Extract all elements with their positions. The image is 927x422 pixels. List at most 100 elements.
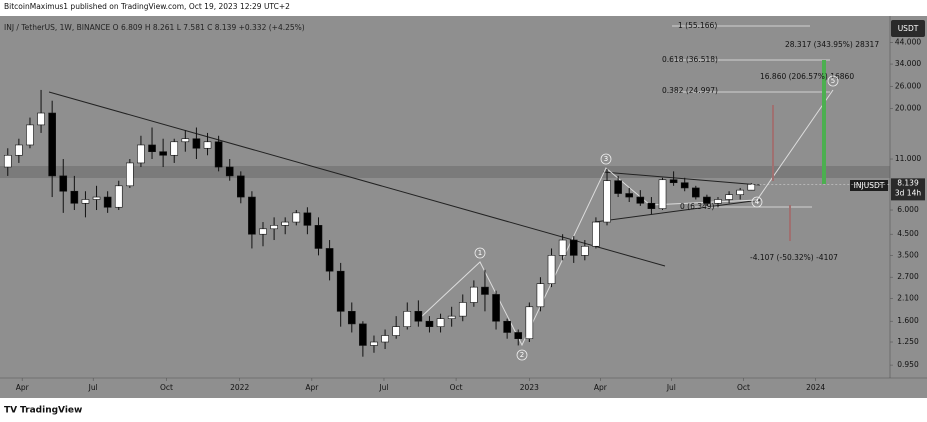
symbol-tag-text: INJUSDT xyxy=(854,181,885,190)
countdown: 3d 14h xyxy=(895,188,921,197)
candle-body xyxy=(92,196,101,200)
annotation: 1 (55.166) xyxy=(678,21,717,30)
y-tick-label: 44.000 xyxy=(895,37,921,46)
symbol-tag xyxy=(850,180,888,191)
triangle-line xyxy=(602,171,761,186)
candle-body xyxy=(414,311,423,322)
brand: TradingView xyxy=(20,406,82,416)
candle-body xyxy=(736,189,744,195)
annotation: 16.860 (206.57%) 16860 xyxy=(760,72,854,81)
candle-body xyxy=(114,185,123,208)
candle-body xyxy=(15,144,23,156)
candle-body xyxy=(525,306,534,340)
x-tick-label: 2022 xyxy=(230,383,249,392)
wave-label: 2 xyxy=(520,351,524,359)
candle-body xyxy=(547,255,556,284)
candle-body xyxy=(181,138,190,143)
candle-body xyxy=(325,248,334,272)
wave-marker xyxy=(516,349,528,361)
annotation: 0.618 (36.518) xyxy=(662,55,718,64)
target-bar xyxy=(789,205,791,241)
candle-body xyxy=(259,228,267,235)
candle-body xyxy=(270,225,278,230)
annotation: 28.317 (343.95%) 28317 xyxy=(785,40,879,49)
candle-body xyxy=(592,221,600,247)
candle-body xyxy=(558,239,567,256)
x-tick-label: Apr xyxy=(305,383,319,392)
candle-body xyxy=(225,166,234,177)
candle-body xyxy=(159,151,167,156)
candle-body xyxy=(536,283,545,308)
candle-body xyxy=(492,294,500,322)
candle-body xyxy=(403,311,412,327)
y-tick-label: 1.600 xyxy=(897,316,919,325)
candle-body xyxy=(237,175,245,198)
wave-label: 5 xyxy=(831,77,835,85)
candle-body xyxy=(170,141,179,156)
candle-body xyxy=(126,162,134,187)
candle-body xyxy=(359,323,367,346)
candle-body xyxy=(425,320,434,327)
candle-body xyxy=(725,194,733,200)
annotation: 0.382 (24.997) xyxy=(662,86,718,95)
candle-body xyxy=(703,196,711,204)
candle-body xyxy=(292,212,301,223)
x-tick-label: Jul xyxy=(378,383,388,392)
y-tick-label: 4.500 xyxy=(897,229,919,238)
candle-body xyxy=(192,138,201,149)
candle-body xyxy=(103,196,112,208)
candle-body xyxy=(636,196,645,204)
candle-body xyxy=(37,112,45,126)
candle-body xyxy=(26,124,34,146)
candle-body xyxy=(347,311,356,325)
x-tick-label: Jul xyxy=(666,383,676,392)
x-tick-label: Oct xyxy=(737,383,750,392)
wave-label: 3 xyxy=(604,155,608,163)
y-tick-label: 34.000 xyxy=(895,59,921,68)
candle-body xyxy=(603,180,611,223)
x-tick-label: Oct xyxy=(450,383,463,392)
price-tag-text: 8.139 xyxy=(897,178,919,187)
wave-label: 4 xyxy=(755,198,760,206)
candle-body xyxy=(48,112,56,177)
candle-body xyxy=(148,144,156,152)
y-tick-label: 2.100 xyxy=(897,293,919,302)
candle-body xyxy=(281,221,289,226)
x-tick-label: Jul xyxy=(88,383,98,392)
candle-body xyxy=(81,199,90,204)
candle-body xyxy=(314,225,323,249)
candle-body xyxy=(669,179,678,184)
annotation: -4.107 (-50.32%) -4107 xyxy=(750,253,838,262)
candle-body xyxy=(70,190,79,204)
candle-body xyxy=(59,175,68,192)
y-tick-label: 11.000 xyxy=(895,154,921,163)
x-tick-label: 2023 xyxy=(520,383,539,392)
target-bar xyxy=(772,105,774,181)
resistance-band xyxy=(0,166,890,178)
candle-body xyxy=(614,180,622,194)
candle-body xyxy=(747,184,756,191)
wave-marker xyxy=(827,75,839,87)
y-tick-label: 3.500 xyxy=(897,250,919,259)
candle-body xyxy=(714,199,722,204)
target-bar xyxy=(822,60,826,184)
x-tick-label: Apr xyxy=(594,383,608,392)
candle-body xyxy=(370,341,378,346)
triangle-line xyxy=(594,199,761,223)
candle-body xyxy=(3,154,12,168)
y-tick-label: 26.000 xyxy=(895,82,921,91)
candle-body xyxy=(647,202,656,209)
candle-body xyxy=(214,141,223,168)
candle-body xyxy=(436,318,445,327)
candle-body xyxy=(581,245,589,256)
candle-body xyxy=(137,144,145,164)
publisher: BitcoinMaximus1 published on TradingView… xyxy=(4,2,290,11)
wave-label: 1 xyxy=(478,249,482,257)
y-tick-label: 1.250 xyxy=(897,337,919,346)
wave-path xyxy=(419,89,834,347)
x-tick-label: Apr xyxy=(16,383,30,392)
brand-logo: TV xyxy=(4,406,17,416)
candle-body xyxy=(691,187,700,198)
candle-body xyxy=(625,193,634,198)
